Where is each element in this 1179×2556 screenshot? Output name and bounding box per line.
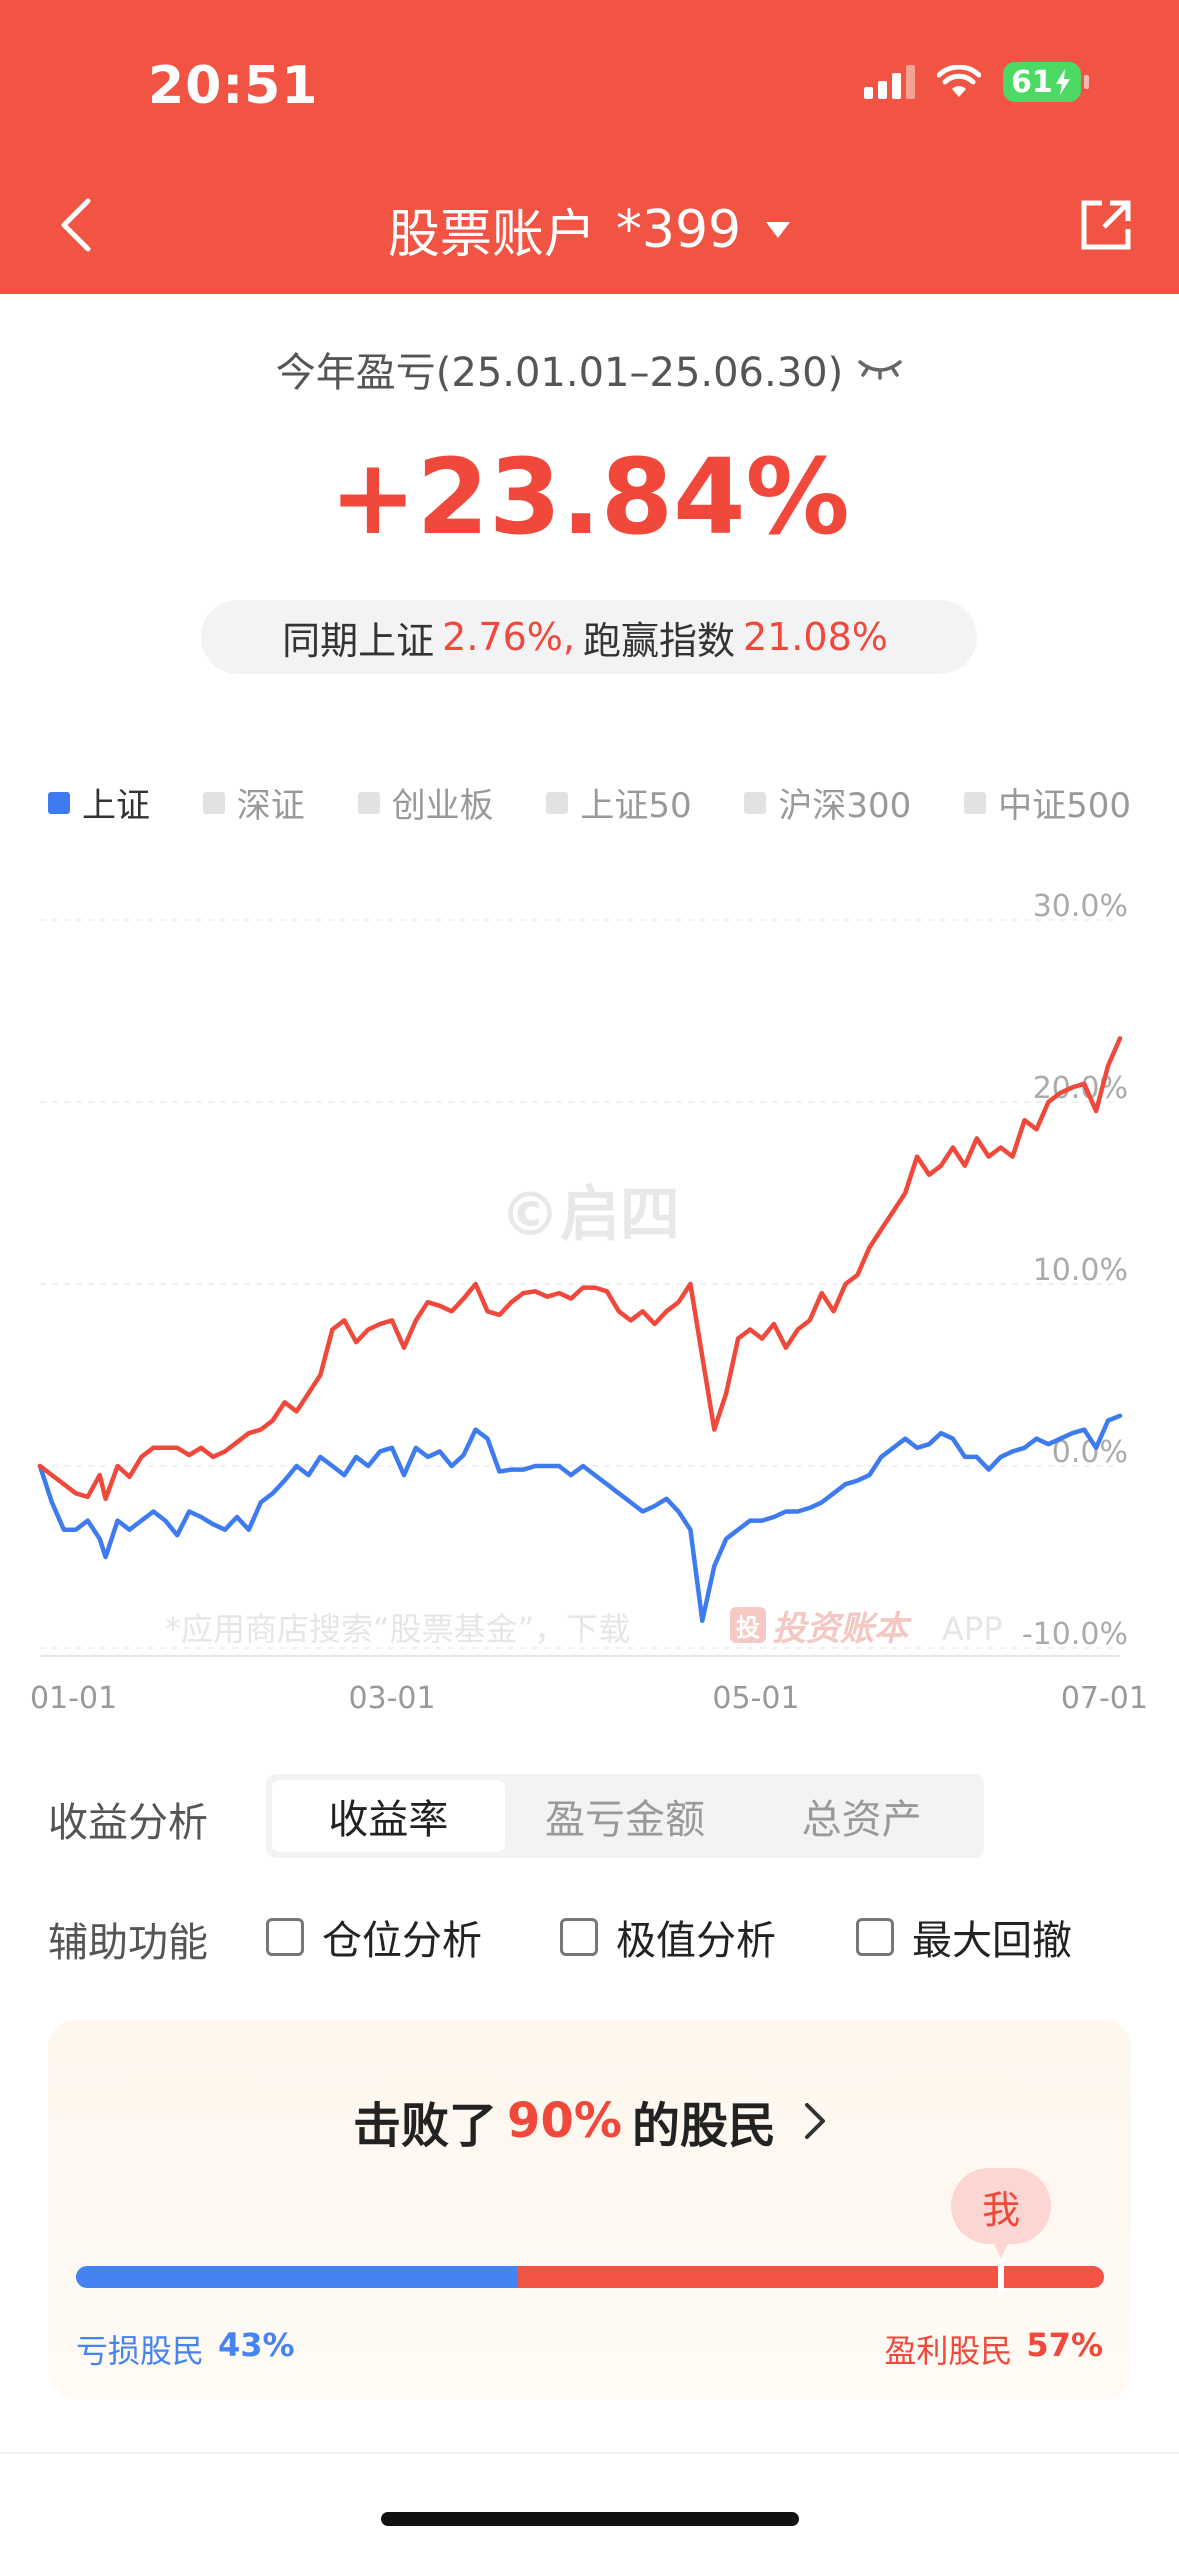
home-indicator[interactable]: [381, 2512, 799, 2526]
position-analysis-checkbox[interactable]: [266, 1918, 304, 1956]
status-icons: 61: [864, 62, 1089, 102]
chevron-right-icon: [804, 2103, 825, 2139]
footer-note: *应用商店搜索“股票基金”，下载: [165, 1610, 630, 1648]
investor-distribution-bar: [76, 2266, 1104, 2288]
beat-investors-card[interactable]: 击败了 90% 的股民 我 亏损股民 43% 盈利股民 57%: [48, 2020, 1131, 2400]
page-title: 股票账户: [387, 205, 596, 265]
legend-label: 沪深300: [778, 786, 912, 826]
share-icon: [1081, 200, 1131, 250]
index-legend: 上证 深证 创业板 上证50 沪深300 中证500: [48, 778, 1131, 827]
series-line-shanghai: [37, 1413, 1123, 1623]
status-time: 20:51: [148, 56, 319, 116]
caret-down-icon: [766, 221, 791, 238]
eye-closed-icon[interactable]: [857, 358, 903, 380]
legend-item-csi300[interactable]: 沪深300: [744, 778, 911, 827]
x-tick-label: 07-01: [1061, 1681, 1148, 1716]
chevron-left-icon: [61, 198, 91, 252]
brand-logo-icon: [730, 1607, 766, 1643]
battery-icon: 61: [1003, 62, 1089, 102]
wifi-icon: [937, 65, 981, 97]
tab-return-rate[interactable]: 收益率: [272, 1780, 505, 1852]
option-label: 极值分析: [616, 1918, 776, 1964]
brand-logo-text: 投: [736, 1614, 760, 1642]
legend-label: 深证: [236, 786, 305, 826]
max-drawdown-checkbox[interactable]: [856, 1918, 894, 1956]
y-tick-label: -10.0%: [1022, 1617, 1128, 1652]
period-text: 今年盈亏(25.01.01–25.06.30): [275, 350, 844, 396]
index-compare-pill: 同期上证 2.76%, 跑赢指数 21.08%: [201, 600, 977, 674]
max-drawdown-option[interactable]: 最大回撤: [856, 1908, 1072, 1966]
return-chart[interactable]: 30.0%20.0%10.0%0.0%-10.0%01-01 03-01 05-01…: [30, 880, 1150, 1720]
extreme-analysis-option[interactable]: 极值分析: [560, 1908, 776, 1966]
analysis-label: 收益分析: [48, 1800, 208, 1846]
legend-item-csi500[interactable]: 中证500: [964, 778, 1131, 827]
option-label: 最大回撤: [912, 1918, 1072, 1964]
profit-label: 盈利股民 57%: [884, 2326, 1103, 2372]
option-label: 仓位分析: [322, 1918, 482, 1964]
profit-segment: [518, 2266, 1104, 2288]
beat-suffix: 的股民: [631, 2098, 776, 2154]
me-marker-bubble: 我: [951, 2168, 1052, 2258]
cellular-signal-icon: [864, 65, 915, 99]
y-tick-label: 10.0%: [1033, 1253, 1128, 1288]
footer-suffix: APP: [942, 1610, 1002, 1648]
aux-label: 辅助功能: [48, 1920, 208, 1966]
total-return: +23.84%: [329, 436, 850, 558]
legend-label: 上证50: [580, 786, 692, 826]
tab-total-assets[interactable]: 总资产: [801, 1797, 922, 1843]
watermark: ©启四: [500, 1180, 680, 1250]
legend-item-shanghai[interactable]: 上证: [48, 778, 150, 827]
beat-prefix: 击败了: [353, 2098, 498, 2154]
beat-title[interactable]: 击败了 90% 的股民: [48, 2086, 1131, 2156]
loss-segment: [76, 2266, 519, 2288]
legend-label: 创业板: [391, 786, 494, 826]
series-line-account: [37, 1036, 1123, 1502]
loss-percent: 43%: [218, 2326, 295, 2364]
divider: [0, 2452, 1179, 2454]
beat-index-value: 21.08%: [742, 615, 888, 659]
extreme-analysis-checkbox[interactable]: [560, 1918, 598, 1956]
beat-prefix: 跑赢指数: [582, 618, 735, 663]
index-return: 2.76%,: [442, 615, 575, 659]
charging-bolt-icon: [1055, 69, 1070, 95]
legend-item-shenzhen[interactable]: 深证: [202, 778, 305, 827]
y-tick-label: 30.0%: [1033, 889, 1128, 924]
beat-percent: 90%: [507, 2093, 622, 2149]
account-number: *399: [615, 199, 742, 260]
footer-brand: 投资账本: [772, 1609, 912, 1649]
analysis-tabs: 收益率 盈亏金额 总资产: [266, 1774, 984, 1858]
period-label: 今年盈亏(25.01.01–25.06.30): [0, 340, 1179, 398]
tab-profit-amount[interactable]: 盈亏金额: [545, 1797, 705, 1843]
loss-label-text: 亏损股民: [76, 2332, 205, 2370]
x-tick-label: 01-01: [30, 1681, 117, 1716]
position-analysis-option[interactable]: 仓位分析: [266, 1908, 482, 1966]
account-selector[interactable]: 股票账户 *399: [0, 192, 1179, 267]
x-tick-label: 03-01: [348, 1681, 435, 1716]
me-position-marker: [998, 2260, 1005, 2294]
share-button[interactable]: [1073, 192, 1139, 258]
legend-item-sse50[interactable]: 上证50: [546, 778, 692, 827]
compare-prefix: 同期上证: [282, 618, 435, 663]
top-header: 20:51 61 股票账户 *399: [0, 0, 1179, 294]
battery-level: 61: [1011, 64, 1053, 100]
legend-label: 上证: [82, 786, 150, 826]
profit-percent: 57%: [1026, 2326, 1103, 2364]
loss-label: 亏损股民 43%: [76, 2326, 295, 2372]
nav-bar: 股票账户 *399: [0, 180, 1179, 270]
x-tick-label: 05-01: [712, 1681, 799, 1716]
legend-item-chinext[interactable]: 创业板: [357, 778, 494, 827]
legend-label: 中证500: [998, 786, 1131, 826]
profit-label-text: 盈利股民: [884, 2332, 1013, 2370]
back-button[interactable]: [40, 190, 110, 260]
